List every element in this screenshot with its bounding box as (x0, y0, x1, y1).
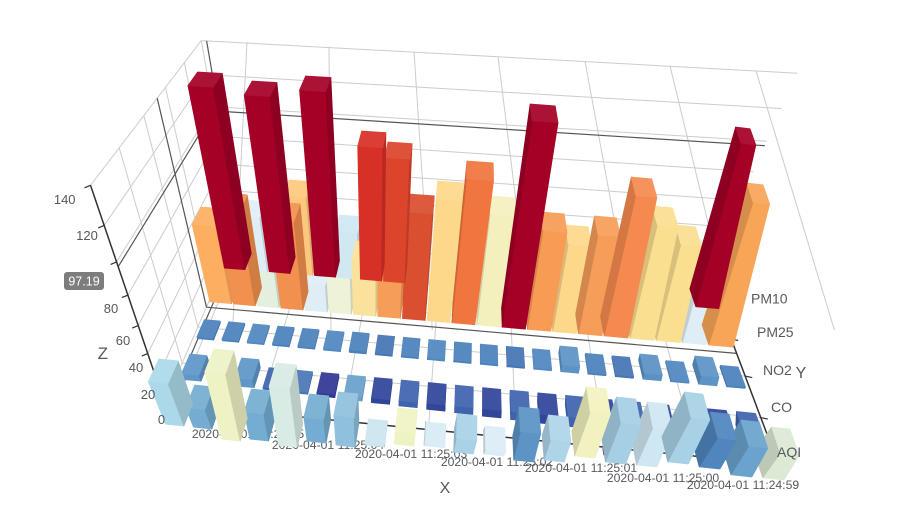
svg-text:2020-04-01 11:25:00: 2020-04-01 11:25:00 (607, 471, 719, 485)
svg-text:2020-04-01 11:25:01: 2020-04-01 11:25:01 (525, 461, 637, 475)
svg-text:PM25: PM25 (757, 324, 794, 340)
svg-text:0: 0 (158, 412, 165, 427)
svg-text:AQI: AQI (777, 444, 801, 460)
svg-text:60: 60 (116, 333, 130, 348)
svg-text:Z: Z (98, 344, 108, 363)
svg-text:CO: CO (771, 399, 792, 415)
svg-text:2020-04-01 11:24:59: 2020-04-01 11:24:59 (687, 478, 799, 492)
svg-text:Y: Y (796, 365, 807, 382)
svg-text:97.19: 97.19 (68, 275, 99, 289)
svg-text:2020-04-01 11:25:03: 2020-04-01 11:25:03 (355, 447, 467, 461)
svg-text:120: 120 (76, 228, 98, 243)
svg-text:PM10: PM10 (751, 291, 788, 307)
svg-text:80: 80 (104, 301, 118, 316)
svg-text:40: 40 (129, 360, 143, 375)
svg-text:X: X (440, 480, 451, 497)
svg-text:140: 140 (54, 192, 76, 207)
svg-text:NO2: NO2 (763, 362, 792, 378)
svg-text:20: 20 (141, 387, 155, 402)
